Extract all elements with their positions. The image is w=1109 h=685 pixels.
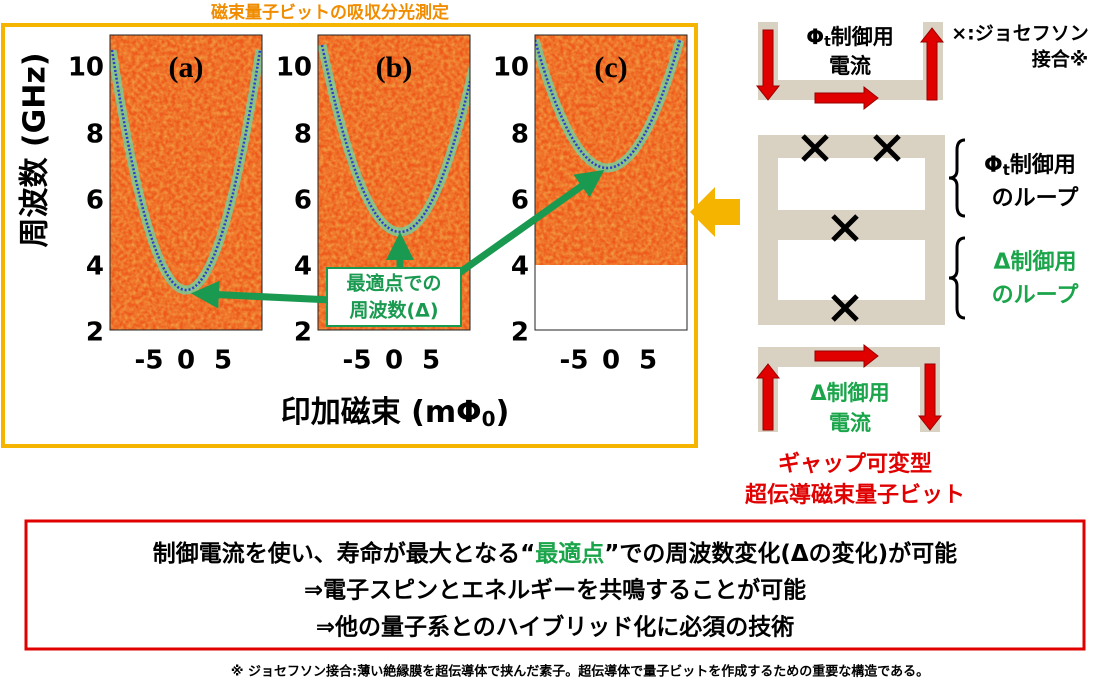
y-tick-label: 6 xyxy=(294,186,312,216)
plot-frame xyxy=(109,34,263,331)
x-tick-label: 0 xyxy=(602,346,620,376)
text: 制御用 xyxy=(1010,152,1076,178)
delta-current-label: Δ制御用 xyxy=(810,381,889,405)
spectrum-plot: (a) -5 0 5 10 8 6 4 2 xyxy=(68,34,263,376)
curve-group xyxy=(110,49,262,295)
y-tick-label: 4 xyxy=(86,252,104,282)
phi-current-label: Φt制御用 xyxy=(806,25,894,50)
text: ”での周波数変化(Δの変化)が可能 xyxy=(604,540,957,567)
current-arrow xyxy=(814,343,879,369)
annotation-text: 周波数(Δ) xyxy=(349,299,438,322)
y-tick-label: 6 xyxy=(86,186,104,216)
annotation-text: 最適点での xyxy=(346,272,441,295)
circuit-diagram: Φt制御用 電流 ×:ジョセフソン 接合※ Φt制御用 のループ Δ制御用 のル… xyxy=(690,22,1089,508)
highlight: 最適点 xyxy=(535,540,604,567)
plot-label: (a) xyxy=(169,51,204,84)
y-tick-label: 8 xyxy=(511,120,529,150)
y-tick-label: 10 xyxy=(68,53,104,83)
y-tick-label: 2 xyxy=(294,318,312,348)
x-tick-label: 0 xyxy=(177,346,195,376)
annotation-arrow xyxy=(449,169,605,281)
y-tick-label: 2 xyxy=(86,318,104,348)
subscript: t xyxy=(1003,161,1010,179)
current-arrow xyxy=(814,85,879,111)
summary-line: 制御電流を使い、寿命が最大となる“最適点”での周波数変化(Δの変化)が可能 xyxy=(153,540,957,567)
y-tick-label: 10 xyxy=(493,53,529,83)
fit-curve xyxy=(110,49,262,291)
y-tick-label: 6 xyxy=(511,186,529,216)
y-tick-label: 4 xyxy=(511,252,529,282)
delta-loop-label: Δ制御用 xyxy=(993,249,1076,275)
summary-line: ⇒他の量子系とのハイブリッド化に必須の技術 xyxy=(316,614,795,641)
summary-box: 制御電流を使い、寿命が最大となる“最適点”での周波数変化(Δの変化)が可能 ⇒電… xyxy=(24,519,1086,651)
delta-loop-label: のループ xyxy=(992,283,1080,308)
delta-current-label: 電流 xyxy=(829,411,871,435)
pointer-arrow xyxy=(690,187,740,237)
y-tick-label: 4 xyxy=(294,252,312,282)
plot-frame xyxy=(534,34,688,331)
plot-label: (b) xyxy=(376,51,413,84)
qubit-loops xyxy=(758,135,945,325)
x-label-main: 印加磁束 (mΦ xyxy=(281,395,482,430)
y-tick-label: 8 xyxy=(86,120,104,150)
annotation-arrows xyxy=(191,169,605,309)
summary-frame xyxy=(24,519,1086,651)
josephson-junction xyxy=(831,294,859,322)
josephson-junction xyxy=(873,134,901,162)
device-label: ギャップ可変型 xyxy=(778,451,932,477)
symbol: Φ xyxy=(984,153,1003,178)
footnote: ※ ジョセフソン接合:薄い絶縁膜を超伝導体で挟んだ素子。超伝導体で量子ビットを作… xyxy=(231,664,929,680)
x-axis-label: 印加磁束 (mΦ0) xyxy=(281,395,510,431)
brace xyxy=(948,138,966,218)
phi-current-wire xyxy=(758,22,943,100)
x-tick-label: 5 xyxy=(639,346,657,376)
symbol: Φ xyxy=(806,25,824,49)
current-arrow xyxy=(917,363,943,431)
plot-label: (c) xyxy=(594,51,627,84)
x-tick-label: -5 xyxy=(343,346,372,376)
panel-title: 磁束量子ビットの吸収分光測定 xyxy=(211,2,449,23)
subscript: t xyxy=(824,34,831,50)
annotation-arrow xyxy=(191,280,333,309)
brace xyxy=(948,236,966,320)
legend-label: ×:ジョセフソン xyxy=(951,23,1089,45)
y-axis-label: 周波数 (GHz) xyxy=(18,52,53,247)
x-label-end: ) xyxy=(496,395,510,430)
plot-frame xyxy=(317,34,471,331)
delta-current-wire xyxy=(758,347,940,432)
measurement-panel: 磁束量子ビットの吸収分光測定 周波数 (GHz) 印加磁束 (mΦ0) (a)-… xyxy=(1,2,698,448)
heatmap-noise xyxy=(535,35,687,265)
current-arrow xyxy=(919,27,945,101)
device-label: 超伝導磁束量子ビット xyxy=(745,482,965,508)
fit-curve xyxy=(535,39,682,169)
current-arrow xyxy=(755,29,781,101)
text: 制御用 xyxy=(831,25,894,49)
x-tick-label: 0 xyxy=(385,346,403,376)
y-tick-label: 2 xyxy=(511,318,529,348)
phi-loop-label: のループ xyxy=(992,186,1080,211)
x-tick-label: -5 xyxy=(135,346,164,376)
text: 制御電流を使い、寿命が最大となる“ xyxy=(153,540,535,567)
x-tick-label: -5 xyxy=(560,346,589,376)
phi-loop-label: Φt制御用 xyxy=(984,152,1076,179)
x-tick-label: 5 xyxy=(422,346,440,376)
annotation-box xyxy=(326,267,462,327)
x-label-sub: 0 xyxy=(482,407,496,431)
panel-frame xyxy=(1,23,698,448)
legend-label: 接合※ xyxy=(1032,48,1088,71)
x-tick-label: 5 xyxy=(214,346,232,376)
summary-line: ⇒電子スピンとエネルギーを共鳴することが可能 xyxy=(304,577,806,604)
spectrum-plot: (c) -5 0 5 10 8 6 4 2 xyxy=(493,34,688,376)
current-arrow xyxy=(755,363,781,431)
y-tick-label: 10 xyxy=(276,53,312,83)
josephson-junction xyxy=(801,134,829,162)
curve-group xyxy=(535,38,685,173)
y-tick-label: 8 xyxy=(294,120,312,150)
josephson-junction xyxy=(831,214,859,242)
phi-current-label: 電流 xyxy=(829,54,871,78)
